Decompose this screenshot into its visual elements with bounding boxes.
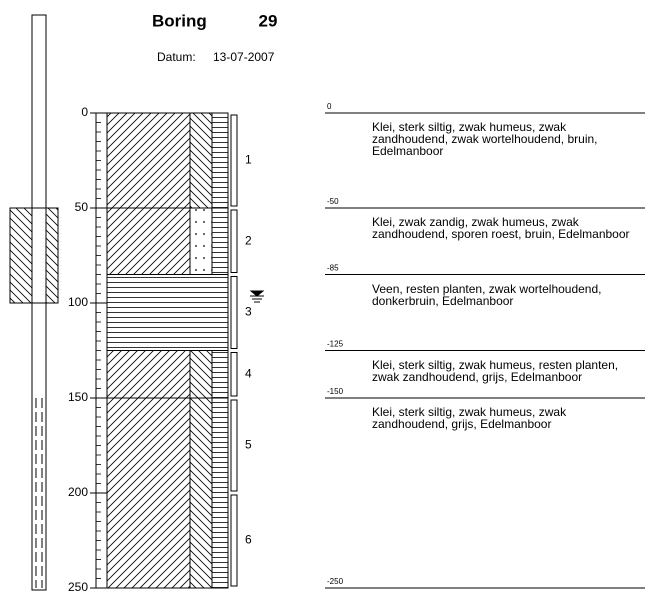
soil-admixture <box>190 113 212 208</box>
date: 13-07-2007 <box>213 50 275 64</box>
sample-number: 6 <box>245 533 252 547</box>
boundary-label: -50 <box>327 197 339 206</box>
sample <box>231 210 237 273</box>
soil-admixture <box>190 398 212 588</box>
sample-number: 5 <box>245 438 252 452</box>
sample <box>231 277 237 349</box>
depth-tick-label: 0 <box>81 105 88 119</box>
boundary-label: -125 <box>327 340 344 349</box>
soil-humus <box>212 113 228 208</box>
sample <box>231 353 237 397</box>
depth-tick-label: 150 <box>68 390 88 404</box>
soil-layer <box>107 398 190 588</box>
sample-number: 3 <box>245 305 252 319</box>
sample <box>231 400 237 491</box>
sample-number: 4 <box>245 366 252 380</box>
layer-description: Klei, zwak zandig, zwak humeus, zwak zan… <box>372 216 640 240</box>
boring-number: 29 <box>259 11 278 30</box>
sample-number: 2 <box>245 233 252 247</box>
pipe-inner <box>32 208 46 303</box>
soil-admixture <box>190 351 212 399</box>
title: Boring <box>152 11 207 30</box>
layer-description: Klei, sterk siltig, zwak humeus, resten … <box>372 359 640 383</box>
layer-description: Klei, sterk siltig, zwak humeus, zwak za… <box>372 406 640 430</box>
sample <box>231 115 237 206</box>
date-label: Datum: <box>157 50 196 64</box>
sample <box>231 495 237 586</box>
depth-tick-label: 200 <box>68 485 88 499</box>
depth-tick-label: 250 <box>68 580 88 592</box>
layer-description: Veen, resten planten, zwak wortelhoudend… <box>372 283 640 307</box>
sample-number: 1 <box>245 153 252 167</box>
depth-tick-label: 100 <box>68 295 88 309</box>
soil-layer <box>107 113 190 208</box>
boring-log: Boring 29 Datum: 13-07-2007 050100150200… <box>0 0 645 592</box>
depth-tick-label: 50 <box>75 200 89 214</box>
layer-description: Klei, sterk siltig, zwak humeus, zwak za… <box>372 121 640 157</box>
boundary-label: -150 <box>327 387 344 396</box>
soil-humus <box>212 398 228 588</box>
boundary-label: -250 <box>327 577 344 586</box>
soil-humus <box>212 208 228 275</box>
boundary-label: -85 <box>327 264 339 273</box>
soil-humus <box>212 351 228 399</box>
boundary-label: 0 <box>327 102 332 111</box>
soil-layer <box>107 208 190 275</box>
soil-layer <box>107 351 190 399</box>
water-level <box>250 291 264 302</box>
soil-admixture <box>190 208 212 275</box>
soil-layer <box>107 275 228 351</box>
